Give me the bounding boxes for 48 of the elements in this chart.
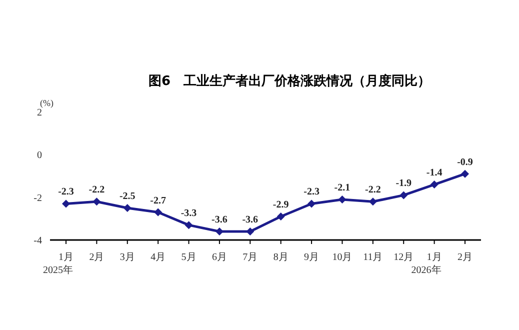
- x-tick-label: 7月: [242, 252, 258, 263]
- x-tick-label: 9月: [304, 252, 320, 263]
- data-label: -3.6: [212, 214, 228, 226]
- x-tick-label: 4月: [150, 252, 166, 263]
- x-tick-label: 1月 2025年: [43, 252, 74, 276]
- point: [123, 204, 132, 212]
- point: [400, 191, 408, 200]
- point: [308, 200, 316, 208]
- y-tick-label: 2: [37, 108, 42, 119]
- y-tick-label: -2: [34, 192, 42, 204]
- y-tick-label: 0: [37, 150, 42, 162]
- data-label: -2.2: [88, 184, 105, 196]
- point: [368, 198, 377, 206]
- data-label: -2.9: [272, 200, 289, 211]
- data-label: -0.9: [457, 156, 473, 168]
- data-label: -3.3: [180, 208, 197, 220]
- x-tick-label: 2月: [89, 252, 104, 263]
- data-label: -1.4: [426, 168, 442, 179]
- x-tick-label: 2月: [458, 252, 472, 263]
- x-tick-label: 1月 2026年: [411, 252, 442, 276]
- point: [338, 195, 346, 204]
- point: [92, 198, 101, 206]
- x-tick-label: 10月: [332, 252, 352, 263]
- point: [184, 221, 193, 230]
- x-tick-label: 6月: [212, 252, 227, 263]
- data-label: -2.3: [304, 186, 320, 198]
- x-tick-label: 8月: [273, 252, 288, 263]
- y-axis-title: (%): [40, 98, 54, 108]
- x-tick-label: 12月: [394, 252, 414, 263]
- point: [154, 208, 162, 216]
- chart-title: 图6 工业生产者出厂价格涨跌情况（月度同比）: [147, 72, 432, 90]
- data-label: -2.7: [150, 195, 166, 206]
- x-tick-label: 5月: [181, 252, 196, 263]
- x-tick-label: 11月: [363, 252, 383, 263]
- point: [461, 170, 469, 178]
- data-label: -2.5: [119, 191, 136, 202]
- data-label: -1.9: [396, 178, 412, 190]
- data-label: -3.6: [242, 214, 258, 226]
- point: [246, 227, 254, 236]
- point: [430, 180, 438, 189]
- data-label: -2.2: [365, 184, 381, 196]
- point: [276, 212, 285, 221]
- y-tick-label: -4: [34, 236, 42, 247]
- point: [215, 227, 224, 236]
- data-label: -2.1: [334, 182, 350, 194]
- data-label: -2.3: [58, 186, 74, 198]
- point: [62, 200, 70, 208]
- x-tick-label: 3月: [120, 252, 135, 263]
